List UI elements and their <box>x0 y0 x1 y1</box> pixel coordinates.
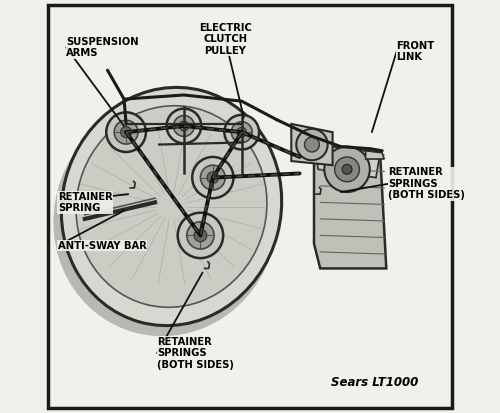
Ellipse shape <box>76 106 267 307</box>
Circle shape <box>166 109 202 143</box>
Ellipse shape <box>54 102 278 336</box>
Polygon shape <box>292 124 333 165</box>
Text: SUSPENSION
ARMS: SUSPENSION ARMS <box>66 37 139 58</box>
Circle shape <box>200 165 225 190</box>
Polygon shape <box>314 145 386 268</box>
Circle shape <box>194 229 207 242</box>
Circle shape <box>207 172 218 183</box>
Polygon shape <box>366 151 384 159</box>
Circle shape <box>174 116 195 136</box>
Circle shape <box>304 137 320 152</box>
Circle shape <box>237 127 246 137</box>
Circle shape <box>106 112 146 152</box>
Text: RETAINER
SPRINGS
(BOTH SIDES): RETAINER SPRINGS (BOTH SIDES) <box>157 337 234 370</box>
Circle shape <box>224 115 259 150</box>
Circle shape <box>179 121 189 131</box>
Circle shape <box>178 213 223 258</box>
Circle shape <box>120 127 132 138</box>
Circle shape <box>114 120 138 144</box>
Circle shape <box>324 147 370 192</box>
Ellipse shape <box>62 88 282 325</box>
Text: RETAINER
SPRING: RETAINER SPRING <box>58 192 112 213</box>
Circle shape <box>342 164 352 174</box>
Polygon shape <box>314 145 380 178</box>
Text: ANTI-SWAY BAR: ANTI-SWAY BAR <box>58 241 147 251</box>
Text: RETAINER
SPRINGS
(BOTH SIDES): RETAINER SPRINGS (BOTH SIDES) <box>388 167 465 200</box>
Circle shape <box>232 122 252 142</box>
Text: FRONT
LINK: FRONT LINK <box>396 41 435 62</box>
Circle shape <box>296 129 328 160</box>
Circle shape <box>334 157 359 182</box>
Circle shape <box>192 157 234 198</box>
Circle shape <box>187 222 214 249</box>
Text: ELECTRIC
CLUTCH
PULLEY: ELECTRIC CLUTCH PULLEY <box>199 23 252 56</box>
Text: Sears LT1000: Sears LT1000 <box>330 375 418 389</box>
